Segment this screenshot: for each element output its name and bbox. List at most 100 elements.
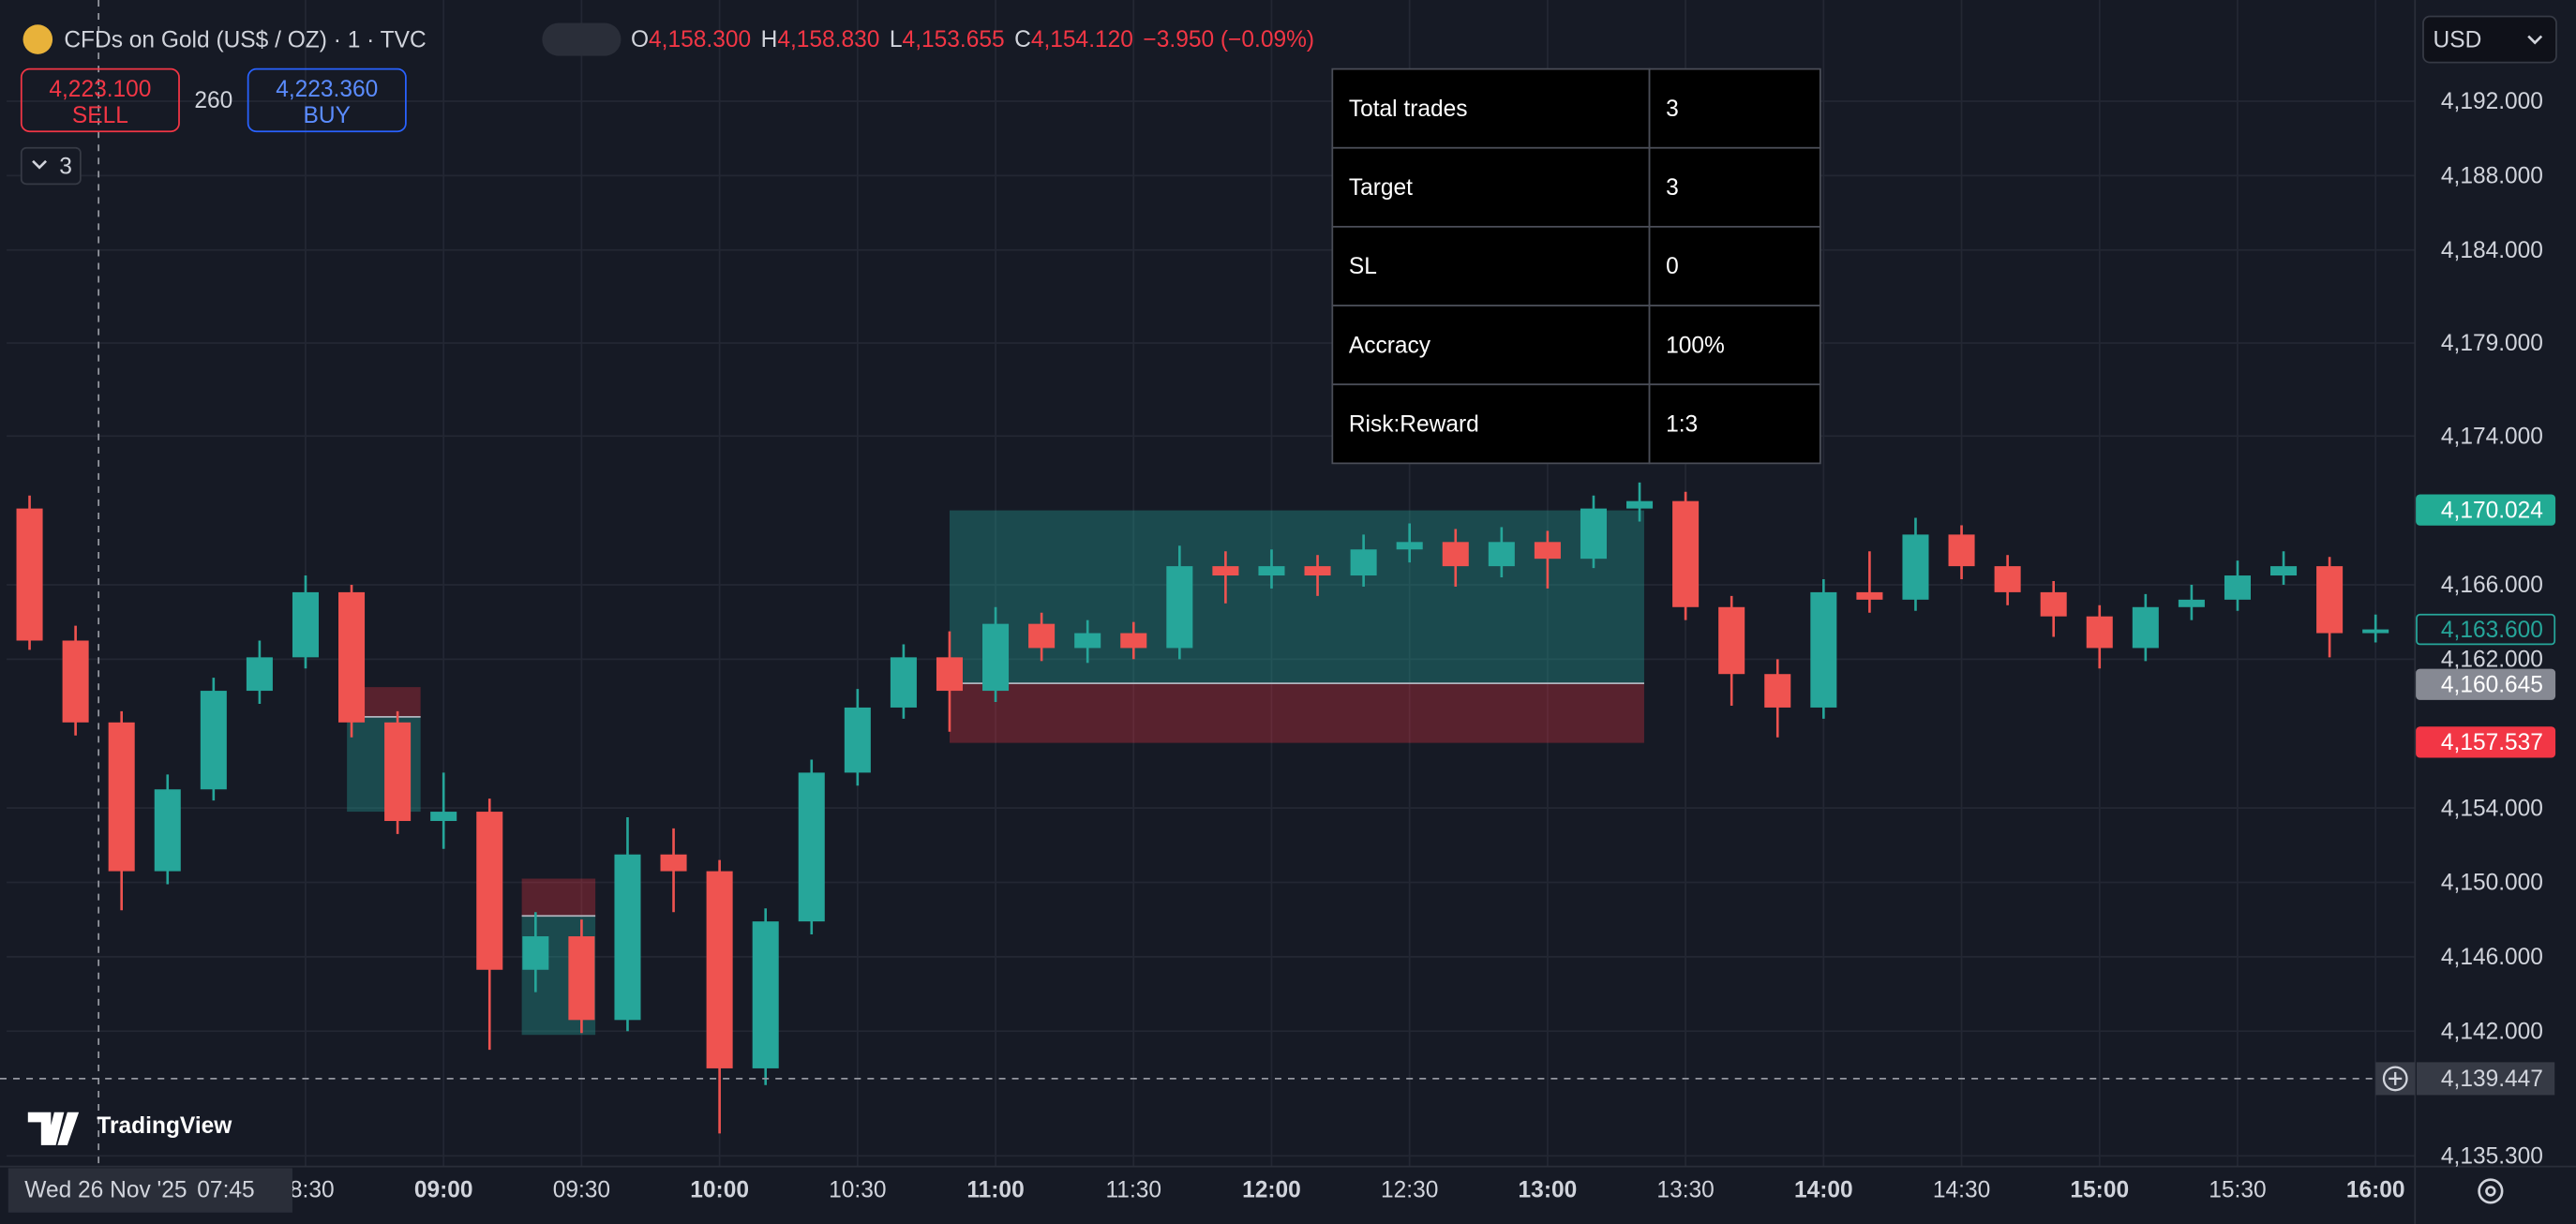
candle-body: [1948, 534, 1975, 567]
x-tick-label: 14:00: [1794, 1177, 1853, 1202]
add-alert-icon: [2382, 1066, 2408, 1092]
ohlc-key: O: [631, 27, 649, 52]
candle-body: [798, 772, 825, 922]
change: −3.950 (−0.09%): [1143, 27, 1314, 52]
candle-body: [752, 921, 779, 1068]
buy-price: 4,223.360: [276, 77, 378, 102]
candle-body: [430, 812, 457, 821]
crosshair-time: 07:45: [197, 1177, 254, 1202]
y-tick-label: 4,154.000: [2441, 796, 2543, 821]
collapsed-count: 3: [59, 154, 72, 179]
candle-body: [200, 691, 227, 790]
y-tick-label: 4,150.000: [2441, 871, 2543, 896]
price-label: 4,157.537: [2441, 730, 2543, 755]
table-text: Target: [1349, 175, 1413, 201]
table-cell: [1331, 226, 1651, 306]
candle-body: [292, 591, 319, 658]
add-alert-plus: [2389, 1071, 2403, 1085]
target-zone: [949, 510, 1644, 684]
price-label: 4,163.600: [2441, 618, 2543, 643]
candle-body: [2362, 629, 2389, 634]
x-tick-label: 09:00: [414, 1177, 473, 1202]
candle-body: [1902, 534, 1929, 600]
table-text: 3: [1666, 97, 1679, 122]
x-tick-label: 11:00: [966, 1177, 1024, 1202]
table-text: 0: [1666, 254, 1679, 279]
table-cell: [1648, 305, 1821, 386]
candle-body: [476, 812, 503, 970]
candle-body: [936, 657, 963, 692]
ohlc: O4,158.300 H4,158.830 L4,153.655 C4,154.120…: [631, 27, 1314, 52]
table-text: Total trades: [1349, 97, 1468, 122]
x-tick-label: 13:00: [1519, 1177, 1578, 1202]
symbol: CFDs on Gold (US$ / OZ) · 1 · TVC: [64, 27, 426, 52]
table-text: Risk:Reward: [1349, 412, 1479, 438]
candle-body: [1856, 591, 1883, 600]
candle-body: [108, 722, 135, 872]
table-text: SL: [1349, 254, 1377, 279]
ohlc-key: L: [890, 27, 903, 52]
candle-body: [246, 657, 273, 692]
table-cell: [1331, 305, 1651, 386]
ohlc-value: 4,158.300: [649, 27, 751, 52]
sell-button[interactable]: [20, 67, 180, 133]
crosshair-price: 4,139.447: [2441, 1067, 2543, 1092]
candle-body: [660, 854, 687, 872]
positions: [347, 510, 1644, 1036]
currency: USD: [2434, 27, 2482, 52]
x-tick-label: 13:30: [1656, 1177, 1714, 1202]
candle-body: [982, 623, 1010, 692]
price-label: 4,170.024: [2441, 498, 2543, 523]
x-tick-label: 12:30: [1381, 1177, 1438, 1202]
y-tick-label: 4,174.000: [2441, 424, 2543, 449]
table-text: 1:3: [1666, 412, 1698, 438]
collapse-button[interactable]: [20, 146, 82, 186]
candle-body: [890, 657, 917, 708]
price-label-bg: [2416, 613, 2556, 646]
candle-body: [1764, 674, 1791, 708]
candle-body: [2086, 616, 2113, 649]
sell-label: SELL: [72, 103, 128, 128]
candle-body: [2224, 575, 2251, 600]
x-tick-label: 09:30: [553, 1177, 610, 1202]
currency-dropdown[interactable]: [2422, 15, 2557, 64]
y-tick-label: 4,184.000: [2441, 238, 2543, 263]
candle-body: [1396, 542, 1423, 550]
candle-body: [1672, 500, 1700, 607]
status-pill[interactable]: [542, 22, 622, 56]
candles: [16, 482, 2389, 1134]
table-text: Accracy: [1349, 333, 1431, 358]
candle-body: [2316, 566, 2344, 634]
settings-icon[interactable]: [2478, 1178, 2504, 1204]
candle-body: [1534, 542, 1561, 560]
price-label: 4,160.645: [2441, 672, 2543, 697]
ohlc-key: C: [1014, 27, 1031, 52]
candle-body: [16, 508, 43, 641]
candle-body: [1350, 549, 1377, 576]
candle-body: [1258, 566, 1285, 576]
table-cell: [1331, 67, 1651, 149]
crosshair-price-bg: [2417, 1062, 2555, 1096]
chevron: [32, 159, 48, 170]
spread: 260: [194, 88, 232, 113]
ohlc-value: 4,158.830: [777, 27, 879, 52]
candle-body: [1212, 566, 1239, 576]
candle-body: [2132, 606, 2159, 649]
crosshair-date: Wed 26 Nov '25: [24, 1177, 187, 1202]
y-tick-label: 4,142.000: [2441, 1019, 2543, 1044]
candle-body: [844, 707, 871, 773]
candle-body: [2040, 591, 2067, 617]
price-label-bg: [2416, 668, 2556, 700]
axes: 4,192.000 4,188.000 4,184.000 4,179.000 4,17…: [7, 89, 2556, 1213]
table-text: 3: [1666, 175, 1679, 201]
candle-body: [1488, 542, 1515, 567]
candle-body: [522, 936, 549, 970]
candle-body: [1028, 623, 1056, 649]
price-label-bg: [2416, 494, 2556, 526]
candle-body: [614, 854, 641, 1021]
table-text: 100%: [1666, 333, 1725, 358]
x-tick-label: 10:30: [829, 1177, 886, 1202]
buy-button[interactable]: [247, 67, 407, 133]
